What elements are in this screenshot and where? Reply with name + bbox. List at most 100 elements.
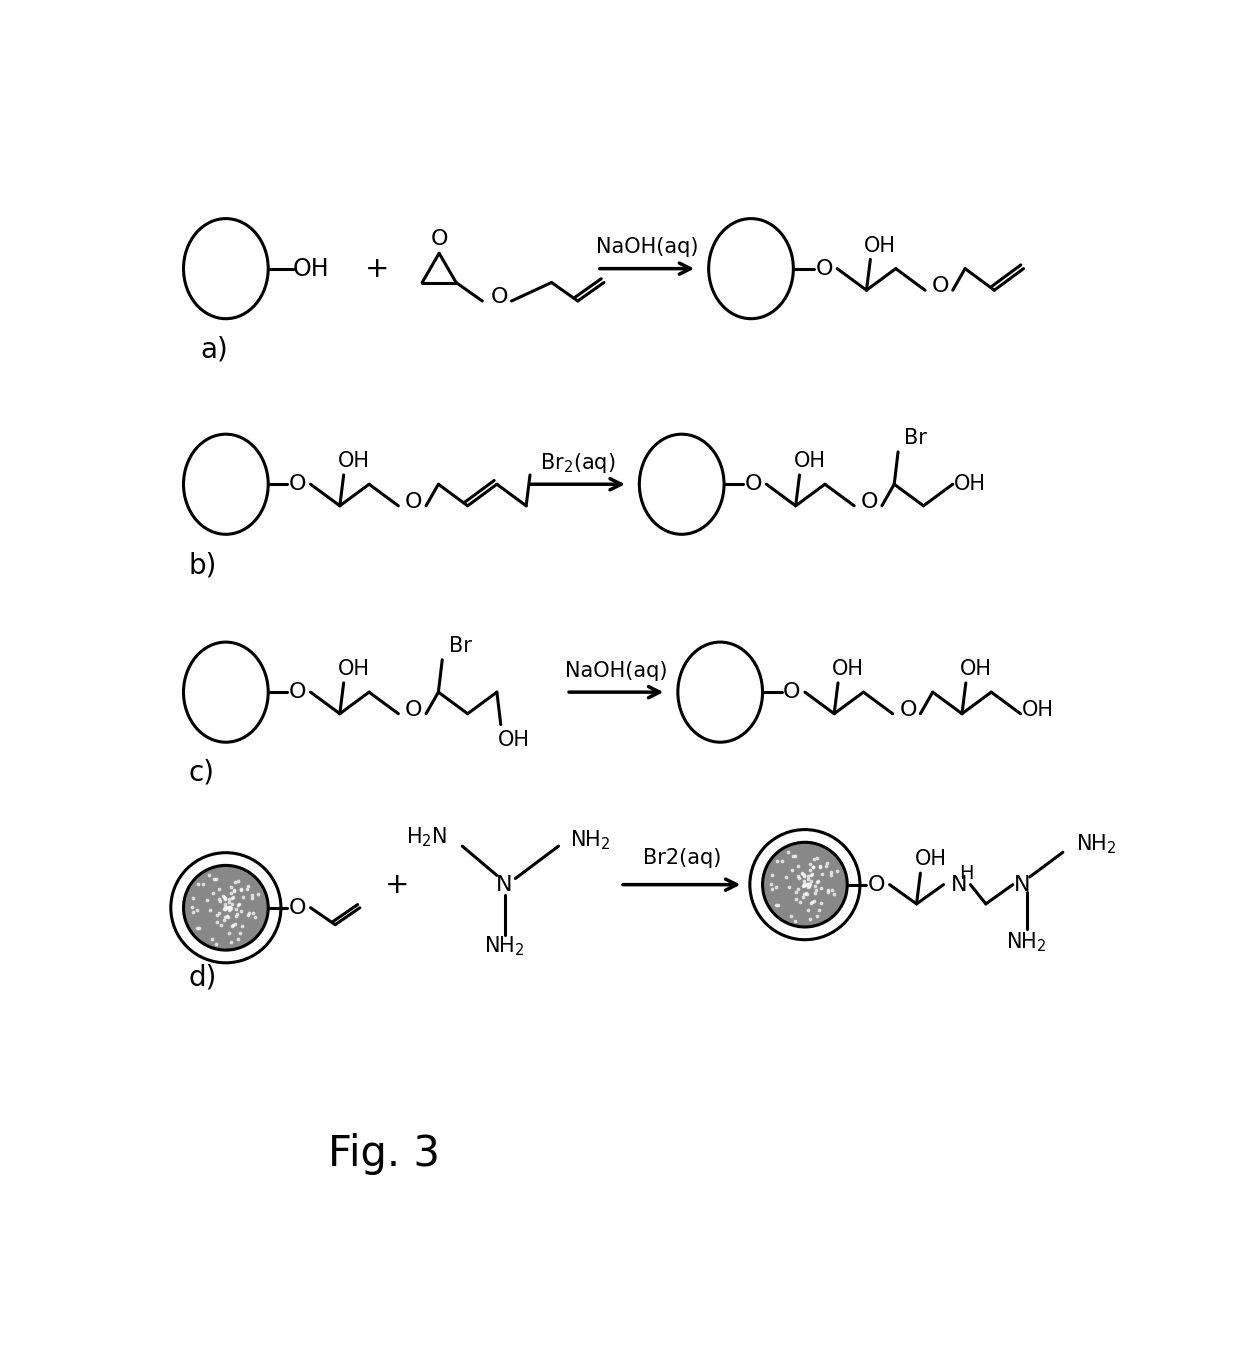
- Text: NaOH(aq): NaOH(aq): [595, 238, 698, 257]
- Point: [811, 877, 831, 899]
- Point: [825, 884, 844, 906]
- Text: NH$_2$: NH$_2$: [485, 934, 525, 958]
- Text: Fig. 3: Fig. 3: [327, 1134, 439, 1175]
- Point: [222, 896, 242, 918]
- Point: [182, 888, 202, 910]
- Point: [246, 907, 265, 929]
- Point: [218, 888, 238, 910]
- Point: [215, 896, 234, 918]
- Point: [224, 914, 244, 936]
- Point: [794, 874, 813, 896]
- Text: H: H: [960, 863, 973, 882]
- Point: [787, 865, 807, 887]
- Point: [227, 903, 247, 925]
- Point: [223, 878, 243, 900]
- Text: N: N: [951, 874, 967, 895]
- Point: [238, 876, 258, 897]
- Point: [794, 870, 813, 892]
- Point: [208, 902, 228, 923]
- Point: [763, 878, 782, 900]
- Point: [761, 873, 781, 895]
- Point: [785, 844, 805, 866]
- Point: [232, 878, 252, 900]
- Point: [811, 855, 831, 877]
- Point: [202, 928, 222, 949]
- Point: [188, 873, 208, 895]
- Text: O: O: [405, 699, 423, 720]
- Point: [787, 878, 807, 900]
- Point: [216, 888, 236, 910]
- Point: [794, 874, 813, 896]
- Text: H$_2$N: H$_2$N: [405, 825, 446, 848]
- Point: [805, 881, 825, 903]
- Point: [799, 899, 818, 921]
- Point: [224, 872, 244, 893]
- Text: Br$_2$(aq): Br$_2$(aq): [539, 451, 615, 474]
- Point: [804, 848, 823, 870]
- Point: [802, 891, 822, 912]
- Point: [822, 878, 842, 900]
- Text: OH: OH: [832, 658, 864, 679]
- Point: [231, 878, 250, 900]
- Point: [816, 855, 836, 877]
- Point: [206, 933, 226, 955]
- Point: [238, 904, 258, 926]
- Text: OH: OH: [293, 257, 329, 280]
- Point: [216, 897, 236, 919]
- Text: c): c): [188, 759, 215, 787]
- Point: [792, 863, 812, 885]
- Text: OH: OH: [337, 658, 370, 679]
- Point: [215, 910, 234, 932]
- Text: OH: OH: [864, 235, 897, 255]
- Point: [211, 914, 231, 936]
- Point: [800, 852, 820, 874]
- Point: [219, 892, 239, 914]
- Point: [215, 893, 234, 915]
- Point: [768, 893, 787, 915]
- Point: [786, 881, 806, 903]
- Point: [785, 910, 805, 932]
- Point: [795, 874, 815, 896]
- Point: [208, 888, 228, 910]
- Point: [801, 892, 821, 914]
- Point: [233, 887, 253, 908]
- Text: NH$_2$: NH$_2$: [570, 828, 610, 852]
- Point: [197, 889, 217, 911]
- Point: [800, 873, 820, 895]
- Point: [794, 865, 813, 887]
- Point: [222, 915, 242, 937]
- Text: OH: OH: [794, 451, 826, 471]
- Point: [797, 873, 817, 895]
- Point: [219, 922, 239, 944]
- Point: [186, 918, 206, 940]
- Point: [223, 914, 243, 936]
- Point: [231, 922, 250, 944]
- Point: [228, 870, 248, 892]
- Point: [215, 897, 234, 919]
- Point: [200, 863, 219, 885]
- Point: [213, 885, 233, 907]
- Text: Br: Br: [449, 637, 471, 656]
- Text: OH: OH: [1022, 699, 1054, 720]
- Text: O: O: [899, 699, 916, 720]
- Point: [248, 882, 268, 904]
- Point: [232, 915, 252, 937]
- Point: [205, 867, 224, 889]
- Point: [795, 865, 815, 887]
- Text: O: O: [868, 874, 885, 895]
- Point: [806, 880, 826, 902]
- Point: [182, 896, 202, 918]
- Point: [802, 856, 822, 878]
- Text: NH$_2$: NH$_2$: [1007, 930, 1047, 955]
- Point: [817, 881, 837, 903]
- Point: [765, 895, 785, 917]
- Point: [766, 850, 786, 872]
- Point: [801, 863, 821, 885]
- Point: [806, 874, 826, 896]
- Point: [223, 887, 243, 908]
- Point: [232, 900, 252, 922]
- Point: [800, 876, 820, 897]
- Text: NaOH(aq): NaOH(aq): [565, 661, 667, 680]
- Point: [797, 882, 817, 904]
- Point: [794, 876, 813, 897]
